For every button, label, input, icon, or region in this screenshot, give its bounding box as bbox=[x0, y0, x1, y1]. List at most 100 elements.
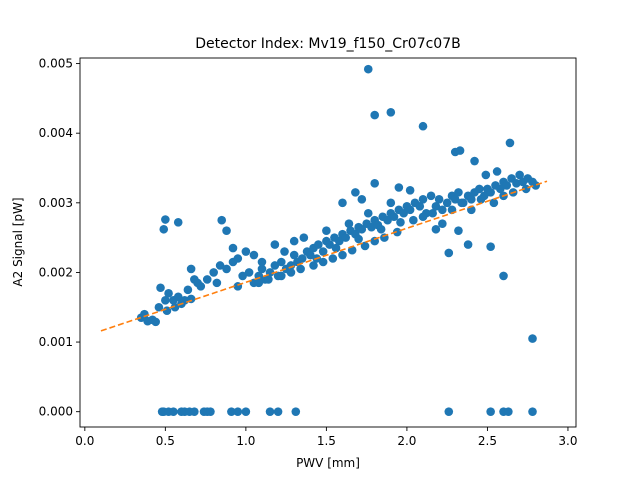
y-tick-label: 0.001 bbox=[39, 335, 73, 349]
chart-title: Detector Index: Mv19_f150_Cr07c07B bbox=[195, 36, 460, 52]
data-point bbox=[467, 195, 476, 204]
data-point bbox=[318, 247, 328, 256]
data-point bbox=[481, 170, 491, 180]
data-point bbox=[265, 407, 275, 416]
data-point bbox=[438, 219, 447, 228]
data-point bbox=[164, 289, 173, 298]
data-point bbox=[190, 407, 199, 416]
data-point bbox=[428, 208, 437, 218]
data-point bbox=[386, 198, 396, 208]
points-layer bbox=[136, 64, 541, 416]
data-point bbox=[528, 334, 537, 343]
data-point bbox=[254, 278, 264, 288]
data-point bbox=[186, 264, 196, 274]
data-point bbox=[228, 243, 238, 253]
data-point bbox=[217, 215, 227, 225]
data-point bbox=[209, 268, 218, 277]
data-point bbox=[206, 407, 215, 416]
data-point bbox=[154, 302, 164, 312]
data-point bbox=[504, 407, 513, 416]
data-point bbox=[173, 292, 183, 302]
data-point bbox=[370, 110, 380, 120]
data-point bbox=[386, 108, 396, 117]
data-point bbox=[277, 271, 286, 281]
data-point bbox=[450, 195, 460, 204]
data-point bbox=[227, 407, 236, 416]
y-tick-label: 0.003 bbox=[39, 196, 73, 210]
data-point bbox=[357, 224, 367, 234]
data-point bbox=[370, 179, 380, 188]
data-point bbox=[318, 257, 328, 267]
data-point bbox=[486, 407, 495, 416]
data-point bbox=[470, 156, 479, 166]
data-point bbox=[257, 264, 267, 274]
data-point bbox=[383, 215, 392, 225]
data-point bbox=[476, 195, 486, 204]
data-point bbox=[202, 275, 212, 284]
data-point bbox=[444, 407, 454, 416]
data-point bbox=[162, 306, 172, 316]
plot-frame bbox=[79, 57, 577, 428]
data-point bbox=[212, 278, 222, 288]
data-point bbox=[351, 188, 360, 197]
data-point bbox=[264, 275, 273, 284]
data-point bbox=[431, 202, 441, 211]
data-point bbox=[444, 248, 454, 258]
data-point bbox=[489, 198, 499, 208]
fit-line bbox=[100, 180, 548, 332]
data-point bbox=[341, 233, 351, 242]
x-axis-label: PWV [mm] bbox=[296, 456, 360, 470]
data-point bbox=[405, 185, 415, 195]
data-point bbox=[463, 240, 473, 249]
data-point bbox=[405, 205, 415, 215]
data-point bbox=[363, 208, 373, 218]
data-point bbox=[173, 218, 183, 227]
data-point bbox=[496, 184, 505, 194]
data-point bbox=[170, 302, 180, 312]
x-tick-label: 0.5 bbox=[156, 434, 175, 448]
data-point bbox=[455, 146, 465, 155]
data-point bbox=[486, 242, 495, 251]
data-point bbox=[431, 224, 441, 234]
data-point bbox=[151, 317, 160, 327]
data-point bbox=[454, 226, 463, 235]
data-point bbox=[291, 407, 301, 416]
x-tick-label: 1.5 bbox=[317, 434, 336, 448]
data-point bbox=[415, 202, 425, 211]
data-point bbox=[286, 268, 296, 277]
data-point bbox=[376, 224, 386, 234]
data-point bbox=[299, 233, 309, 242]
x-tick-label: 0.0 bbox=[75, 434, 94, 448]
y-tick-label: 0.002 bbox=[39, 265, 73, 279]
data-point bbox=[357, 195, 367, 204]
x-axis: 0.0 0.5 1.0 1.5 2.0 2.5 3.0 bbox=[75, 427, 577, 448]
data-point bbox=[169, 407, 178, 416]
data-point bbox=[183, 285, 193, 295]
data-point bbox=[338, 198, 347, 208]
data-point bbox=[457, 198, 466, 208]
y-tick-label: 0.004 bbox=[39, 126, 73, 140]
data-point bbox=[492, 167, 502, 176]
data-point bbox=[305, 250, 315, 260]
data-point bbox=[475, 184, 484, 194]
data-point bbox=[338, 250, 347, 260]
data-point bbox=[241, 407, 251, 416]
data-point bbox=[418, 212, 428, 222]
data-point bbox=[399, 208, 408, 218]
data-point bbox=[418, 195, 428, 204]
data-point bbox=[297, 254, 307, 263]
data-point bbox=[280, 247, 289, 256]
y-axis: 0.000 0.001 0.002 0.003 0.004 0.005 bbox=[39, 57, 80, 419]
data-point bbox=[515, 170, 524, 180]
data-point bbox=[363, 64, 373, 74]
data-point bbox=[434, 195, 444, 204]
data-point bbox=[409, 215, 418, 225]
data-point bbox=[505, 138, 515, 148]
data-point bbox=[512, 179, 521, 188]
data-point bbox=[215, 261, 225, 270]
data-point bbox=[222, 264, 231, 274]
data-point bbox=[322, 226, 331, 235]
data-point bbox=[156, 283, 165, 293]
data-point bbox=[528, 407, 537, 416]
